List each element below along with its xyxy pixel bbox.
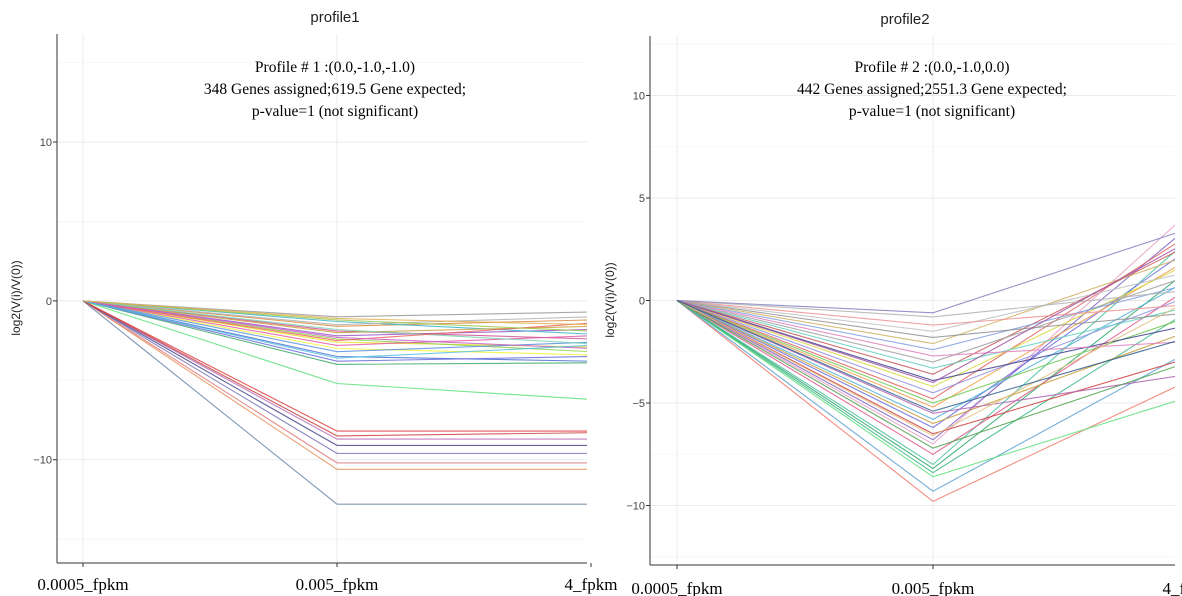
x-ticks: 0.0005_fpkm 0.005_fpkm 4_fpkm xyxy=(37,563,617,594)
x-tick-label: 0.0005_fpkm xyxy=(37,575,128,594)
y-tick-label: 10 xyxy=(40,137,52,149)
annotation: Profile # 1 :(0.0,-1.0,-1.0) 348 Genes a… xyxy=(204,59,466,120)
series-line-29 xyxy=(82,300,587,359)
annotation-line-2: 442 Genes assigned;2551.3 Gene expected; xyxy=(797,81,1067,98)
series-line-10 xyxy=(82,300,587,365)
chart-title: profile2 xyxy=(880,11,929,28)
series-line-30 xyxy=(676,291,1175,318)
series-lines xyxy=(676,224,1175,503)
series-line-29 xyxy=(676,299,1175,326)
chart-panel-profile2: profile2 10 5 0 −5 −10 0.0005_fpkm 0.005_fpkm… xyxy=(603,11,1182,596)
series-line-2 xyxy=(82,300,587,470)
series-line-30 xyxy=(82,300,587,326)
series-line-3 xyxy=(82,300,587,464)
x-tick-label: 4_fpkm xyxy=(1163,579,1182,596)
series-line-22 xyxy=(676,299,1175,369)
series-line-3 xyxy=(676,300,1175,478)
annotation-line-3: p-value=1 (not significant) xyxy=(252,103,418,120)
series-line-6 xyxy=(82,300,587,440)
series-line-18 xyxy=(676,299,1175,394)
series-line-4 xyxy=(82,300,587,454)
series-line-4 xyxy=(676,300,1175,474)
annotation-line-1: Profile # 1 :(0.0,-1.0,-1.0) xyxy=(255,59,415,76)
chart-title: profile1 xyxy=(310,9,359,26)
series-line-14 xyxy=(676,299,1175,414)
annotation-line-3: p-value=1 (not significant) xyxy=(849,103,1015,120)
series-line-26 xyxy=(82,300,587,362)
series-line-17 xyxy=(676,243,1175,400)
y-ticks: 10 0 −10 xyxy=(33,137,57,467)
annotation: Profile # 2 :(0.0,-1.0,0.0) 442 Genes as… xyxy=(797,59,1067,120)
series-line-23 xyxy=(676,280,1175,363)
series-line-24 xyxy=(82,300,587,345)
x-tick-label: 0.005_fpkm xyxy=(296,575,379,594)
series-line-28 xyxy=(676,274,1175,332)
annotation-line-1: Profile # 2 :(0.0,-1.0,0.0) xyxy=(855,59,1010,76)
series-line-13 xyxy=(676,286,1175,421)
x-ticks: 0.0005_fpkm 0.005_fpkm 4_fpkm xyxy=(631,565,1182,596)
series-line-8 xyxy=(82,300,587,437)
series-line-24 xyxy=(676,299,1175,357)
y-tick-label: −5 xyxy=(632,398,645,410)
y-axis-label: log2(V(i)/V(0)) xyxy=(603,262,617,337)
series-line-25 xyxy=(82,300,587,342)
series-line-35 xyxy=(676,299,1175,412)
series-line-5 xyxy=(676,279,1175,470)
series-line-34 xyxy=(676,248,1175,384)
series-line-2 xyxy=(676,300,1175,492)
series-line-22 xyxy=(82,300,587,353)
series-line-27 xyxy=(676,299,1175,338)
y-tick-label: 0 xyxy=(46,296,52,308)
plot-area xyxy=(57,34,587,563)
series-line-5 xyxy=(82,300,587,446)
series-line-11 xyxy=(82,300,587,356)
series-line-32 xyxy=(676,300,1175,449)
series-line-33 xyxy=(676,300,1175,437)
annotation-line-2: 348 Genes assigned;619.5 Gene expected; xyxy=(204,81,466,98)
series-line-6 xyxy=(676,250,1175,466)
grid xyxy=(650,36,1175,565)
series-line-15 xyxy=(676,266,1175,408)
series-line-1 xyxy=(676,300,1175,503)
y-tick-label: −10 xyxy=(626,501,645,513)
y-tick-label: 10 xyxy=(633,90,645,102)
series-line-31 xyxy=(676,232,1175,314)
series-line-25 xyxy=(676,287,1175,351)
series-line-9 xyxy=(82,300,587,400)
series-line-10 xyxy=(676,300,1175,435)
series-line-1 xyxy=(82,300,587,505)
series-line-9 xyxy=(676,237,1175,441)
series-line-20 xyxy=(82,300,587,326)
y-tick-label: 0 xyxy=(639,296,645,308)
series-line-7 xyxy=(82,300,587,432)
chart-panel-profile1: profile1 10 0 −10 0.0005_fpkm 0.005_fpkm 4_f… xyxy=(9,9,617,594)
series-line-26 xyxy=(676,259,1175,345)
x-tick-label: 4_fpkm xyxy=(565,575,618,594)
y-axis-label: log2(V(i)/V(0)) xyxy=(9,260,23,335)
x-tick-label: 0.0005_fpkm xyxy=(631,579,722,596)
series-line-28 xyxy=(82,300,587,349)
series-line-20 xyxy=(676,299,1175,382)
y-tick-label: 5 xyxy=(639,193,645,205)
x-tick-label: 0.005_fpkm xyxy=(892,579,975,596)
y-tick-label: −10 xyxy=(33,455,52,467)
y-ticks: 10 5 0 −5 −10 xyxy=(626,90,650,513)
series-lines xyxy=(82,300,587,505)
